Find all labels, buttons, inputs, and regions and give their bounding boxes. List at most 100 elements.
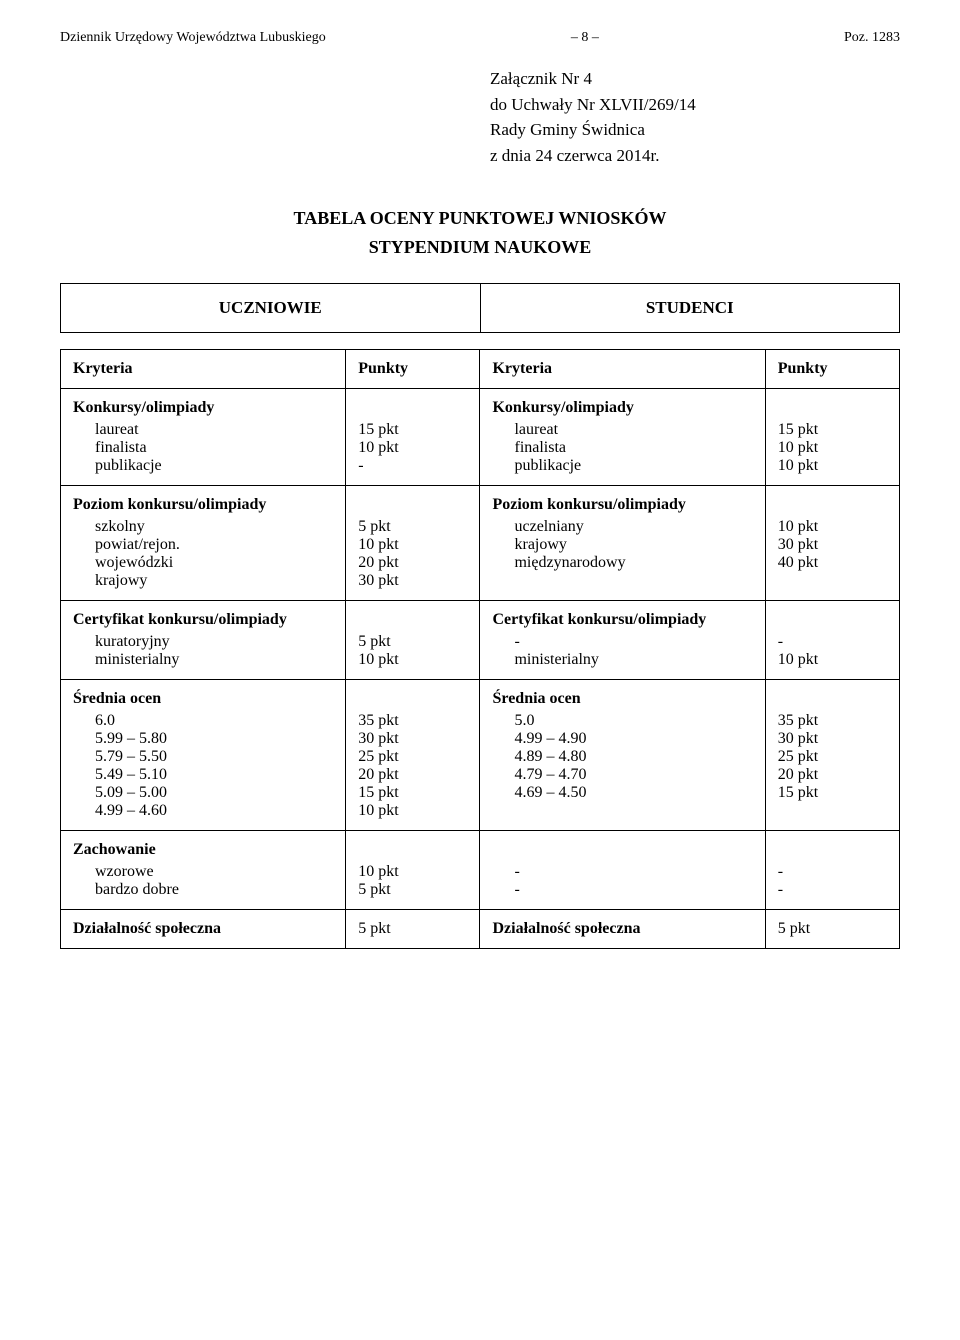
- row-poziom: Poziom konkursu/olimpiady szkolny powiat…: [61, 486, 900, 601]
- zachowanie-u-pts-1: 5 pkt: [358, 881, 467, 899]
- konkursy-title-s: Konkursy/olimpiady: [492, 399, 752, 417]
- certyfikat-u-label-1: ministerialny: [73, 651, 333, 669]
- attachment-block: Załącznik Nr 4 do Uchwały Nr XLVII/269/1…: [490, 66, 900, 168]
- srednia-u-label-0: 6.0: [73, 712, 333, 730]
- srednia-s-pts-0: 35 pkt: [778, 712, 887, 730]
- poziom-title-s: Poziom konkursu/olimpiady: [492, 496, 752, 514]
- srednia-u-label-4: 5.09 – 5.00: [73, 784, 333, 802]
- row-dzialalnosc: Działalność społeczna 5 pkt Działalność …: [61, 910, 900, 949]
- zachowanie-s-label-0: -: [492, 863, 752, 881]
- groups-header-table: UCZNIOWIE STUDENCI: [60, 283, 900, 333]
- row-srednia: Średnia ocen 6.0 5.99 – 5.80 5.79 – 5.50…: [61, 680, 900, 831]
- srednia-title-u: Średnia ocen: [73, 690, 333, 708]
- certyfikat-u-pts-0: 5 pkt: [358, 633, 467, 651]
- srednia-u-label-2: 5.79 – 5.50: [73, 748, 333, 766]
- konkursy-s-label-2: publikacje: [492, 457, 752, 475]
- header-left: Dziennik Urzędowy Województwa Lubuskiego: [60, 30, 326, 46]
- srednia-u-pts-2: 25 pkt: [358, 748, 467, 766]
- row-zachowanie: Zachowanie wzorowe bardzo dobre . 10 pkt…: [61, 831, 900, 910]
- srednia-u-pts-3: 20 pkt: [358, 766, 467, 784]
- srednia-u-label-1: 5.99 – 5.80: [73, 730, 333, 748]
- konkursy-u-label-0: laureat: [73, 421, 333, 439]
- group-uczniowie: UCZNIOWIE: [61, 284, 481, 333]
- srednia-u-pts-1: 30 pkt: [358, 730, 467, 748]
- attachment-line-1: Załącznik Nr 4: [490, 66, 900, 92]
- group-studenci: STUDENCI: [480, 284, 900, 333]
- dzialalnosc-u-label: Działalność społeczna: [73, 920, 221, 937]
- konkursy-s-pts-0: 15 pkt: [778, 421, 887, 439]
- konkursy-title-u: Konkursy/olimpiady: [73, 399, 333, 417]
- poziom-s-label-2: międzynarodowy: [492, 554, 752, 572]
- certyfikat-u-label-0: kuratoryjny: [73, 633, 333, 651]
- poziom-u-pts-0: 5 pkt: [358, 518, 467, 536]
- poziom-s-pts-1: 30 pkt: [778, 536, 887, 554]
- zachowanie-title: Zachowanie: [73, 841, 333, 859]
- srednia-u-label-3: 5.49 – 5.10: [73, 766, 333, 784]
- attachment-line-4: z dnia 24 czerwca 2014r.: [490, 143, 900, 169]
- poziom-u-pts-3: 30 pkt: [358, 572, 467, 590]
- col-punkty-u: Punkty: [358, 360, 408, 377]
- srednia-u-pts-4: 15 pkt: [358, 784, 467, 802]
- header-right: Poz. 1283: [844, 30, 900, 46]
- konkursy-s-pts-1: 10 pkt: [778, 439, 887, 457]
- zachowanie-u-label-0: wzorowe: [73, 863, 333, 881]
- criteria-table: Kryteria Punkty Kryteria Punkty Konkursy…: [60, 349, 900, 949]
- page-header: Dziennik Urzędowy Województwa Lubuskiego…: [60, 30, 900, 46]
- poziom-s-label-1: krajowy: [492, 536, 752, 554]
- konkursy-u-label-1: finalista: [73, 439, 333, 457]
- poziom-s-pts-0: 10 pkt: [778, 518, 887, 536]
- header-center: – 8 –: [571, 30, 599, 46]
- zachowanie-s-pts-1: -: [778, 881, 887, 899]
- poziom-u-label-0: szkolny: [73, 518, 333, 536]
- srednia-s-label-2: 4.89 – 4.80: [492, 748, 752, 766]
- srednia-u-pts-5: 10 pkt: [358, 802, 467, 820]
- sub-title: STYPENDIUM NAUKOWE: [60, 237, 900, 258]
- konkursy-u-pts-1: 10 pkt: [358, 439, 467, 457]
- poziom-u-label-1: powiat/rejon.: [73, 536, 333, 554]
- zachowanie-s-label-1: -: [492, 881, 752, 899]
- srednia-s-label-3: 4.79 – 4.70: [492, 766, 752, 784]
- certyfikat-s-label-1: ministerialny: [492, 651, 752, 669]
- col-punkty-s: Punkty: [778, 360, 828, 377]
- srednia-s-label-0: 5.0: [492, 712, 752, 730]
- poziom-u-pts-2: 20 pkt: [358, 554, 467, 572]
- zachowanie-u-pts-0: 10 pkt: [358, 863, 467, 881]
- srednia-title-s: Średnia ocen: [492, 690, 752, 708]
- main-title: TABELA OCENY PUNKTOWEJ WNIOSKÓW: [60, 208, 900, 229]
- konkursy-s-label-1: finalista: [492, 439, 752, 457]
- srednia-s-pts-2: 25 pkt: [778, 748, 887, 766]
- srednia-u-pts-0: 35 pkt: [358, 712, 467, 730]
- srednia-s-pts-3: 20 pkt: [778, 766, 887, 784]
- row-konkursy: Konkursy/olimpiady laureat finalista pub…: [61, 389, 900, 486]
- dzialalnosc-s-pts: 5 pkt: [778, 920, 810, 937]
- table-header-row: Kryteria Punkty Kryteria Punkty: [61, 350, 900, 389]
- row-certyfikat: Certyfikat konkursu/olimpiady kuratoryjn…: [61, 601, 900, 680]
- srednia-s-pts-1: 30 pkt: [778, 730, 887, 748]
- konkursy-u-label-2: publikacje: [73, 457, 333, 475]
- col-kryteria-s: Kryteria: [492, 360, 552, 377]
- poziom-u-label-2: wojewódzki: [73, 554, 333, 572]
- dzialalnosc-u-pts: 5 pkt: [358, 920, 390, 937]
- attachment-line-3: Rady Gminy Świdnica: [490, 117, 900, 143]
- certyfikat-s-label-0: -: [492, 633, 752, 651]
- srednia-s-label-4: 4.69 – 4.50: [492, 784, 752, 802]
- poziom-title-u: Poziom konkursu/olimpiady: [73, 496, 333, 514]
- poziom-u-pts-1: 10 pkt: [358, 536, 467, 554]
- certyfikat-s-pts-0: -: [778, 633, 887, 651]
- dzialalnosc-s-label: Działalność społeczna: [492, 920, 640, 937]
- certyfikat-u-pts-1: 10 pkt: [358, 651, 467, 669]
- konkursy-s-label-0: laureat: [492, 421, 752, 439]
- attachment-line-2: do Uchwały Nr XLVII/269/14: [490, 92, 900, 118]
- srednia-s-pts-4: 15 pkt: [778, 784, 887, 802]
- poziom-s-pts-2: 40 pkt: [778, 554, 887, 572]
- poziom-s-label-0: uczelniany: [492, 518, 752, 536]
- zachowanie-u-label-1: bardzo dobre: [73, 881, 333, 899]
- zachowanie-s-pts-0: -: [778, 863, 887, 881]
- certyfikat-title-s: Certyfikat konkursu/olimpiady: [492, 611, 752, 629]
- certyfikat-title-u: Certyfikat konkursu/olimpiady: [73, 611, 333, 629]
- konkursy-u-pts-2: -: [358, 457, 467, 475]
- srednia-s-label-1: 4.99 – 4.90: [492, 730, 752, 748]
- poziom-u-label-3: krajowy: [73, 572, 333, 590]
- srednia-u-label-5: 4.99 – 4.60: [73, 802, 333, 820]
- konkursy-u-pts-0: 15 pkt: [358, 421, 467, 439]
